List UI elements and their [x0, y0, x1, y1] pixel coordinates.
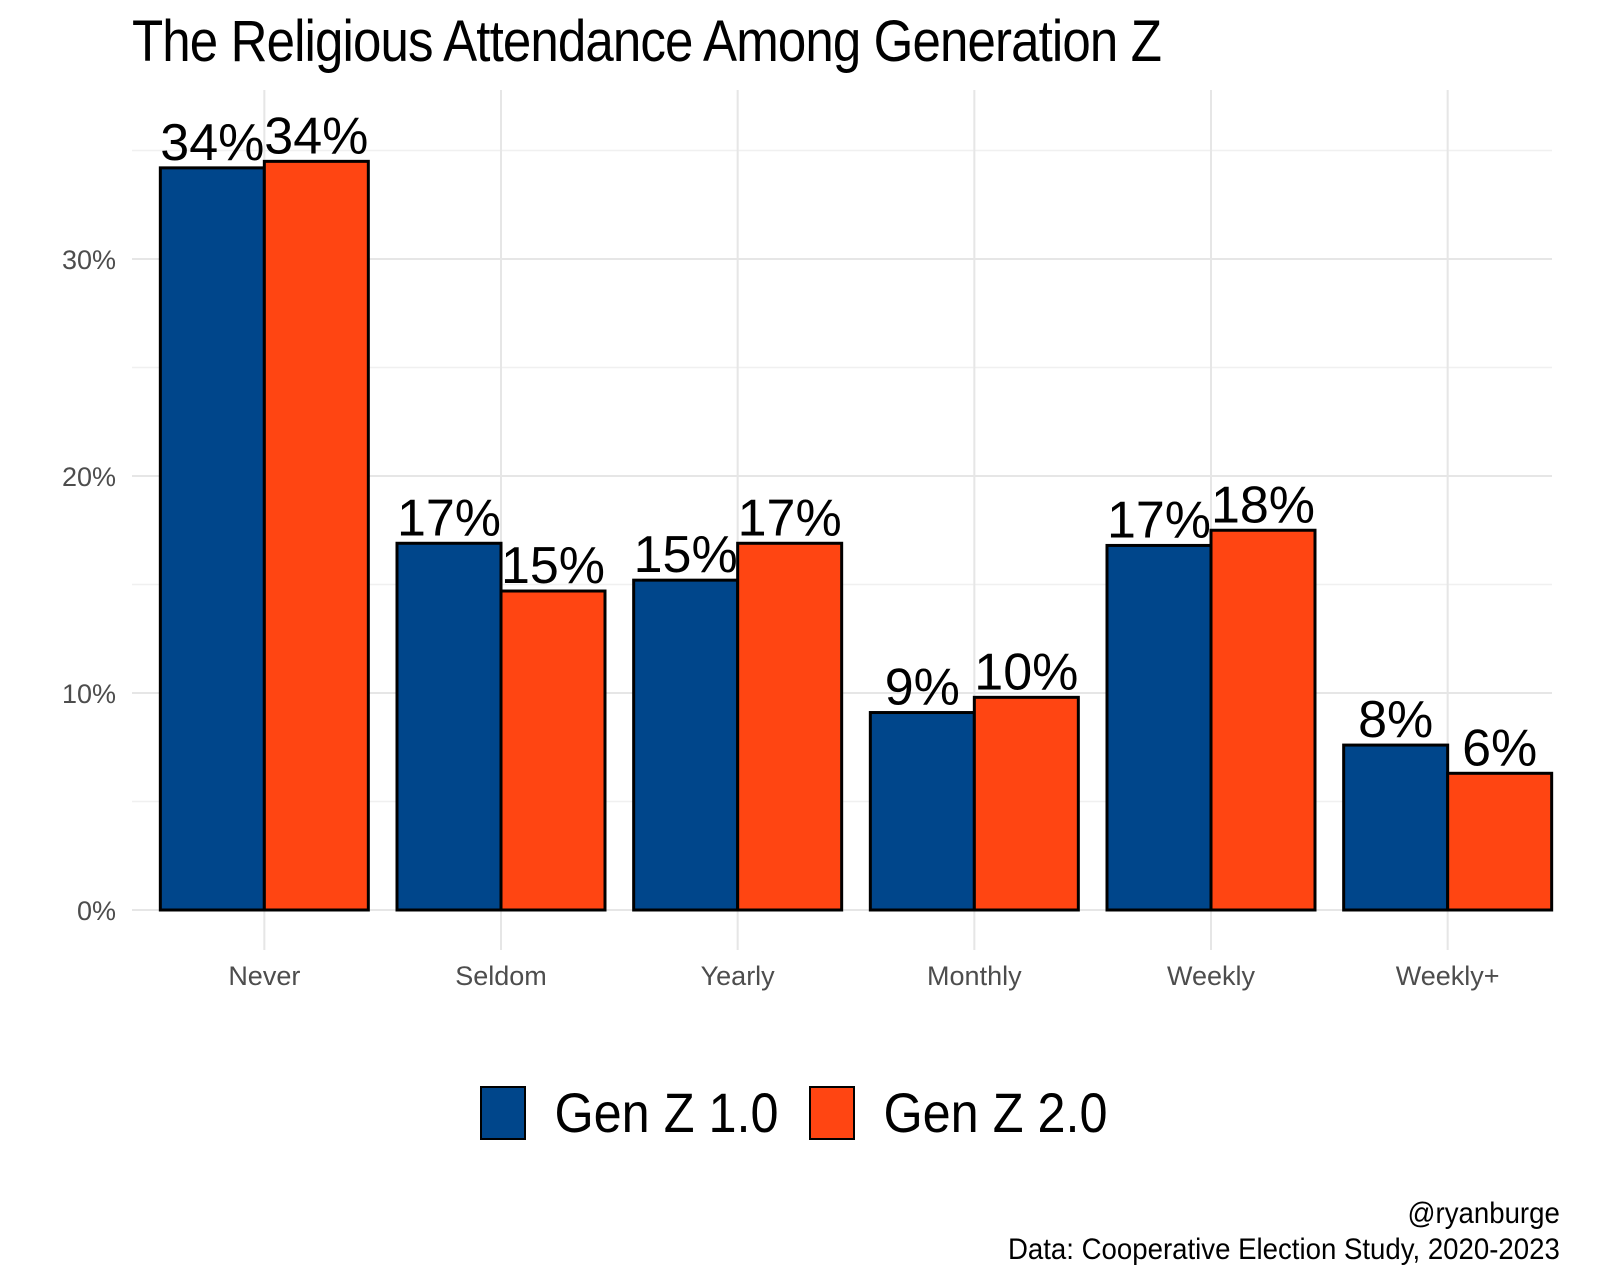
data-label: 17% [1107, 491, 1211, 549]
data-label: 8% [1358, 691, 1433, 749]
data-source: Data: Cooperative Election Study, 2020-2… [1008, 1233, 1560, 1266]
data-label: 6% [1462, 719, 1537, 777]
bar-gen-z-1-monthly [868, 711, 976, 912]
x-tick-label: Never [228, 961, 300, 991]
bar-gen-z-2-monthly [972, 695, 1080, 912]
data-label: 34% [160, 114, 264, 172]
x-tick-label: Weekly [1167, 961, 1256, 991]
y-tick-label: 0% [77, 896, 116, 926]
legend-swatch-gen-z-2 [809, 1085, 855, 1140]
data-label: 17% [397, 489, 501, 547]
bars [158, 159, 1554, 912]
bar-chart: 0%10%20%30% 34% 34%17%15% 15%17%9% 10%17% 18… [62, 90, 1554, 991]
legend: Gen Z 1.0 Gen Z 2.0 [0, 1080, 1600, 1145]
legend-swatch-gen-z-1 [479, 1085, 526, 1140]
y-tick-label: 30% [62, 245, 116, 275]
x-axis: Never Seldom Yearly Monthly Weekly Weekly+ [228, 961, 1499, 991]
data-label: 10% [974, 643, 1078, 701]
bar-gen-z-2-yearly [736, 541, 844, 912]
data-label: 9% [885, 659, 960, 717]
x-tick-label: Monthly [927, 961, 1022, 991]
bar-gen-z-1-never [158, 166, 266, 912]
bar-gen-z-1-weekly [1105, 543, 1213, 912]
data-labels: 34% 34%17%15% 15%17%9% 10%17% 18%8% 6% [160, 107, 1537, 777]
x-tick-label: Yearly [701, 961, 776, 991]
data-label: 15% [634, 526, 738, 584]
y-tick-label: 20% [62, 462, 116, 492]
bar-gen-z-2-seldom [499, 589, 607, 912]
legend-item-gen-z-2: Gen Z 2.0 [809, 1080, 1120, 1145]
legend-item-gen-z-1: Gen Z 1.0 [479, 1080, 791, 1145]
data-label: 15% [501, 537, 605, 595]
y-tick-label: 10% [62, 679, 116, 709]
legend-label-gen-z-1: Gen Z 1.0 [554, 1081, 779, 1144]
bar-gen-z-2-weekly-plus [1446, 771, 1554, 912]
bar-gen-z-2-weekly [1209, 528, 1317, 912]
bar-gen-z-1-seldom [395, 541, 503, 912]
bar-gen-z-1-yearly [632, 578, 740, 912]
x-tick-label: Weekly+ [1396, 961, 1500, 991]
chart-title: The Religious Attendance Among Generatio… [132, 9, 1162, 74]
bar-gen-z-1-weekly-plus [1342, 743, 1450, 912]
author-handle: @ryanburge [1407, 1197, 1560, 1230]
data-label: 18% [1211, 476, 1315, 534]
credits: @ryanburge Data: Cooperative Election St… [960, 1196, 1560, 1268]
bar-gen-z-2-never [262, 159, 370, 912]
y-axis: 0% 10% 20% 30% [62, 245, 116, 926]
x-tick-label: Seldom [455, 961, 547, 991]
data-label: 17% [738, 489, 842, 547]
legend-label-gen-z-2: Gen Z 2.0 [883, 1081, 1108, 1144]
data-label: 34% [264, 107, 368, 165]
